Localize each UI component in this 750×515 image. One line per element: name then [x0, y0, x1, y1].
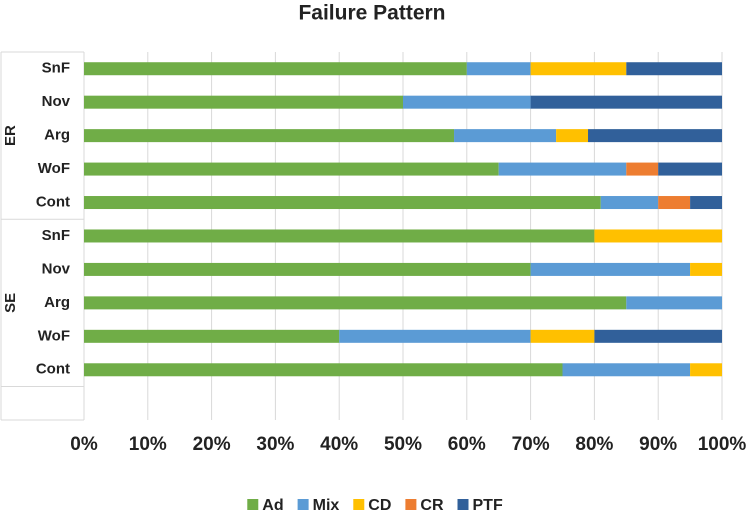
- x-tick-label: 10%: [129, 434, 167, 455]
- y-tick-label: Nov: [42, 260, 71, 277]
- bar-segment: [84, 162, 499, 176]
- y-tick-label: SnF: [42, 60, 70, 77]
- bar-segment: [84, 363, 563, 377]
- x-tick-label: 50%: [384, 434, 422, 455]
- legend-label: Ad: [262, 497, 283, 514]
- bar-segment: [84, 95, 403, 109]
- bar-segment: [690, 196, 722, 210]
- y-tick-label: WoF: [38, 327, 70, 344]
- bar-segment: [690, 363, 722, 377]
- bar-segment: [498, 162, 627, 176]
- legend-swatch: [353, 499, 365, 510]
- legend-label: PTF: [473, 497, 503, 514]
- bar-segment: [84, 196, 601, 210]
- x-tick-label: 100%: [698, 434, 747, 455]
- bar-segment: [600, 196, 659, 210]
- bar-segment: [530, 262, 691, 276]
- bar-segment: [626, 62, 722, 76]
- bar-segment: [594, 329, 722, 343]
- x-tick-label: 30%: [256, 434, 294, 455]
- bar-segment: [84, 62, 467, 76]
- x-tick-label: 80%: [575, 434, 613, 455]
- x-tick-label: 90%: [639, 434, 677, 455]
- legend-label: CD: [368, 497, 391, 514]
- y-tick-label: Arg: [44, 127, 70, 144]
- bar-segment: [454, 129, 557, 143]
- bar-segment: [626, 296, 722, 310]
- y-tick-label: Cont: [36, 361, 70, 378]
- bar-segment: [530, 95, 722, 109]
- legend-label: Mix: [313, 497, 340, 514]
- bar-segment: [84, 329, 340, 343]
- x-tick-label: 70%: [512, 434, 550, 455]
- bar-segment: [339, 329, 531, 343]
- bar-segment: [556, 129, 589, 143]
- bar-segment: [84, 296, 627, 310]
- y-tick-label: Cont: [36, 193, 70, 210]
- chart-title: Failure Pattern: [298, 2, 445, 25]
- x-tick-label: 0%: [70, 434, 98, 455]
- bar-segment: [403, 95, 531, 109]
- bar-segment: [84, 229, 595, 243]
- x-tick-label: 20%: [193, 434, 231, 455]
- bar-segment: [626, 162, 659, 176]
- bar-segment: [562, 363, 691, 377]
- bar-segment: [530, 62, 627, 76]
- bar-segment: [594, 229, 722, 243]
- bar-segment: [658, 162, 722, 176]
- bar-segment: [690, 262, 722, 276]
- bar-segment: [658, 196, 691, 210]
- bar-segment: [466, 62, 531, 76]
- legend-swatch: [405, 499, 417, 510]
- group-label: ER: [2, 125, 19, 146]
- legend-label: CR: [420, 497, 444, 514]
- y-tick-label: Arg: [44, 294, 70, 311]
- group-label: SE: [2, 293, 19, 313]
- y-tick-label: Nov: [42, 93, 71, 110]
- bar-segment: [84, 262, 531, 276]
- y-tick-label: SnF: [42, 227, 70, 244]
- bar-segment: [84, 129, 455, 143]
- bar-segment: [530, 329, 595, 343]
- y-tick-label: WoF: [38, 160, 70, 177]
- x-tick-label: 40%: [320, 434, 358, 455]
- legend-swatch: [247, 499, 259, 510]
- x-tick-label: 60%: [448, 434, 486, 455]
- bar-segment: [588, 129, 722, 143]
- legend-swatch: [457, 499, 469, 510]
- legend-swatch: [297, 499, 309, 510]
